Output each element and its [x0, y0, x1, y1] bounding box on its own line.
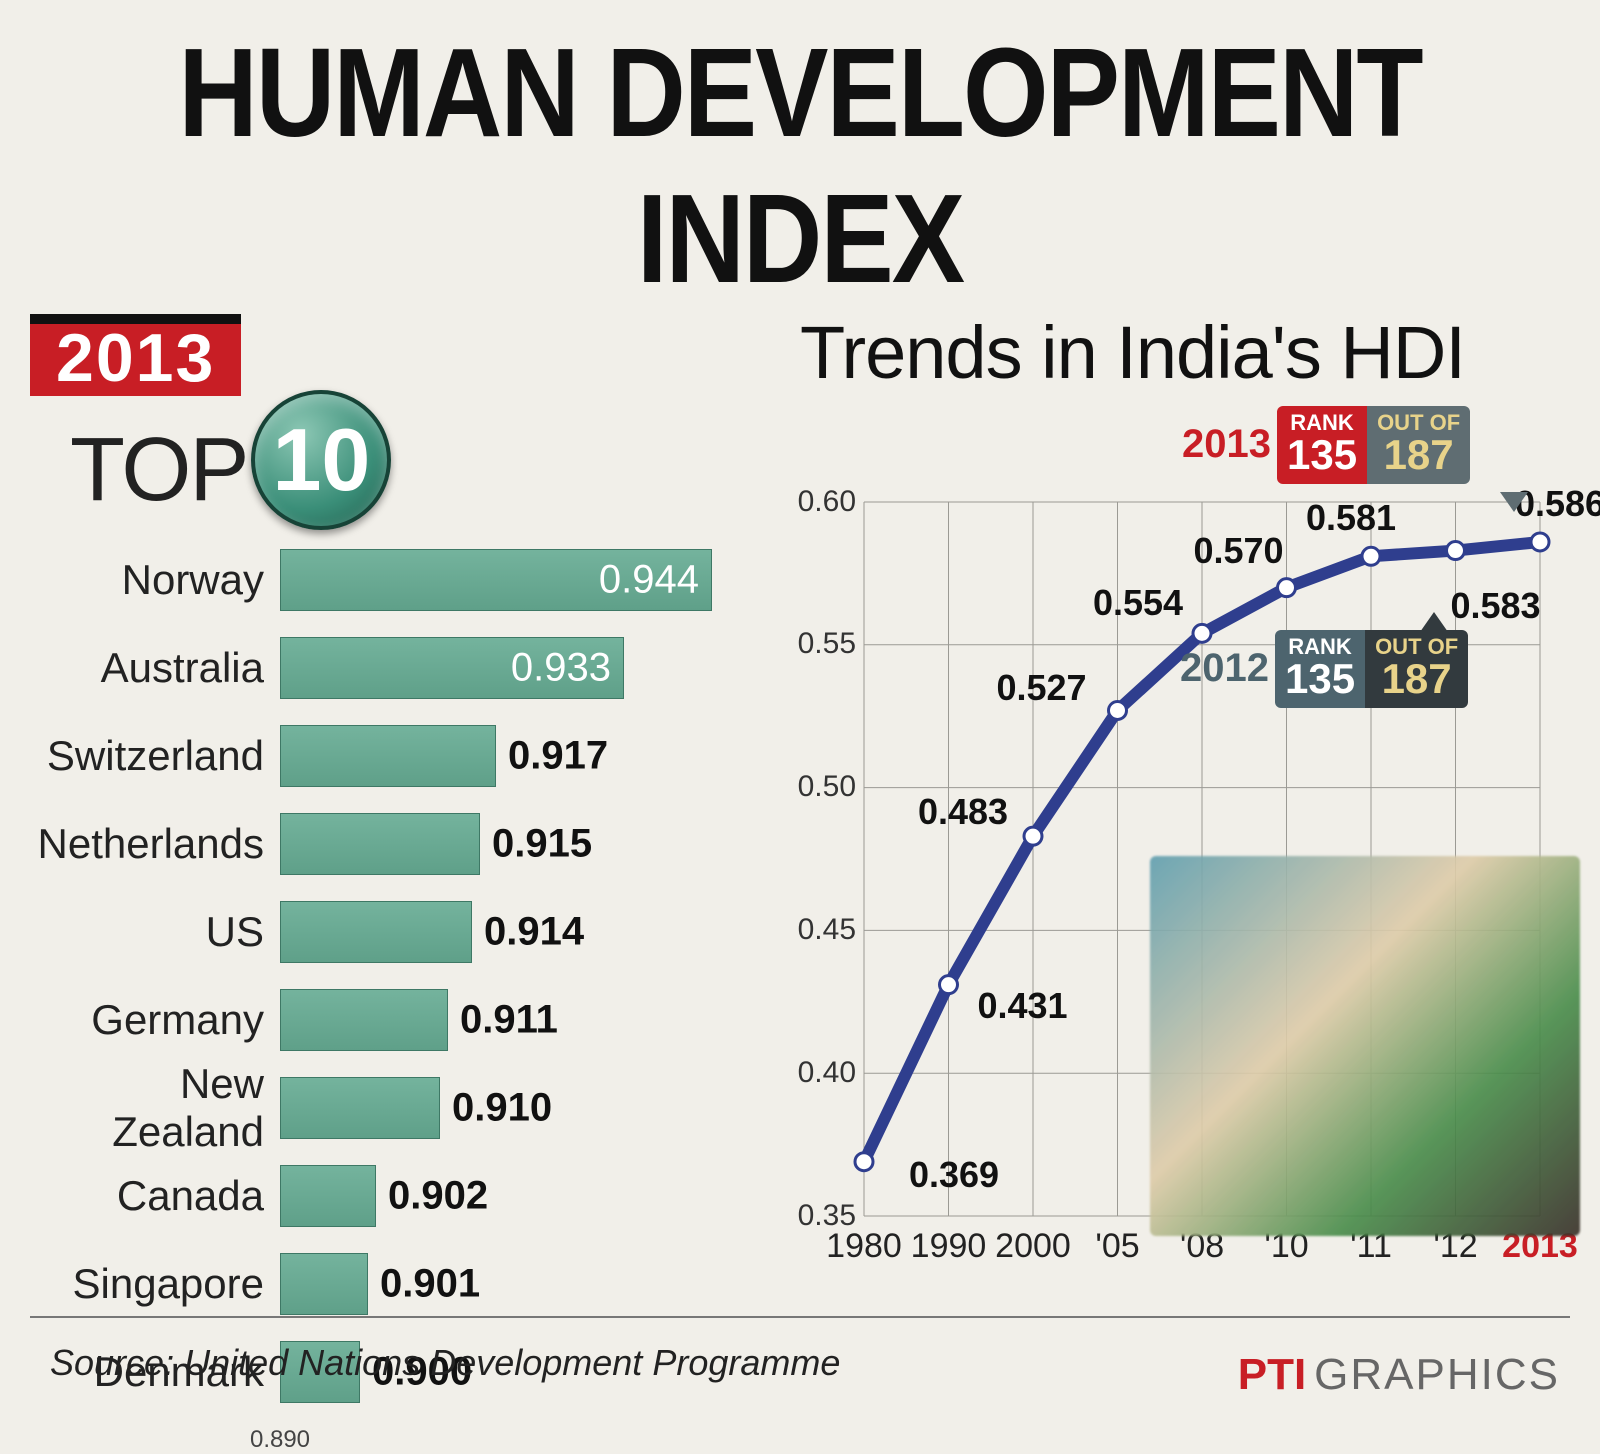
rank-cell-left: RANK135: [1275, 630, 1365, 708]
bar-row: Singapore 0.901: [30, 1240, 770, 1328]
rank-cell-right: OUT OF187: [1365, 630, 1468, 708]
bar-label: Netherlands: [30, 820, 280, 868]
line-chart: 0.350.400.450.500.550.60198019902000'05'…: [800, 402, 1560, 1262]
line-point-label: 0.431: [977, 985, 1067, 1027]
bar-row: New Zealand0.910: [30, 1064, 770, 1152]
line-xtick: '05: [1095, 1227, 1139, 1266]
rank-arrow-icon: [1500, 492, 1528, 512]
bar-track: 0.910: [280, 1077, 770, 1139]
line-ytick: 0.40: [792, 1056, 856, 1090]
main-title: HUMAN DEVELOPMENT INDEX: [30, 20, 1570, 312]
bar-label: US: [30, 908, 280, 956]
bar-label: New Zealand: [30, 1060, 280, 1156]
line-point-label: 0.483: [918, 791, 1008, 833]
line-point-label: 0.583: [1450, 585, 1540, 627]
bar-value: 0.911: [460, 998, 558, 1043]
bar-label: Switzerland: [30, 732, 280, 780]
bar-track: 0.944: [280, 549, 770, 611]
top10-circle: 10: [251, 390, 391, 530]
bar-label: Norway: [30, 556, 280, 604]
bar-axis-tick: 0.890: [250, 1426, 310, 1454]
right-column: Trends in India's HDI 0.350.400.450.500.…: [800, 314, 1570, 1418]
bar-fill: [280, 901, 472, 963]
bar-value: 0.915: [492, 822, 592, 867]
bar-label: Germany: [30, 996, 280, 1044]
rank-year: 2012: [1180, 646, 1269, 691]
line-xtick: 2000: [995, 1227, 1071, 1266]
bar-fill: [280, 1165, 376, 1227]
bar-fill: 0.944: [280, 549, 712, 611]
rank-box: RANK135OUT OF187: [1275, 630, 1468, 708]
rank-year: 2013: [1182, 422, 1271, 467]
bar-value: 0.901: [380, 1262, 480, 1307]
footer-rule: [30, 1316, 1570, 1318]
line-ytick: 0.60: [792, 485, 856, 519]
credit-word: GRAPHICS: [1314, 1350, 1560, 1399]
bar-track: 0.902: [280, 1165, 770, 1227]
line-point-label: 0.527: [996, 667, 1086, 709]
bar-value: 0.917: [508, 734, 608, 779]
line-ytick: 0.50: [792, 770, 856, 804]
top10-heading: TOP 10: [70, 402, 770, 522]
bar-value: 0.902: [388, 1174, 488, 1219]
bar-value: 0.933: [511, 646, 611, 691]
bar-label: Singapore: [30, 1260, 280, 1308]
source-text: Source: United Nations Development Progr…: [50, 1342, 840, 1384]
bar-fill: [280, 1077, 440, 1139]
bar-row: Germany 0.911: [30, 976, 770, 1064]
credit-brand: PTI: [1238, 1350, 1306, 1399]
bar-fill: 0.933: [280, 637, 624, 699]
line-ytick: 0.45: [792, 913, 856, 947]
bar-track: 0.914: [280, 901, 770, 963]
line-xtick: 1990: [911, 1227, 987, 1266]
bar-value: 0.944: [599, 558, 699, 603]
bar-chart: Norway 0.944 Australia 0.933 Switzerland 0.91…: [30, 536, 770, 1418]
rank-cell-right: OUT OF187: [1367, 406, 1470, 484]
photo-placeholder: [1150, 856, 1580, 1236]
bar-fill: [280, 725, 496, 787]
bar-track: 0.933: [280, 637, 770, 699]
bar-label: Canada: [30, 1172, 280, 1220]
bar-row: Switzerland 0.917: [30, 712, 770, 800]
line-point-label: 0.570: [1193, 530, 1283, 572]
bar-fill: [280, 989, 448, 1051]
line-chart-title: Trends in India's HDI: [800, 314, 1570, 392]
bar-track: 0.901: [280, 1253, 770, 1315]
year-badge: 2013: [30, 314, 241, 396]
rank-box: RANK135OUT OF187: [1277, 406, 1470, 484]
bar-row: Norway 0.944: [30, 536, 770, 624]
bar-value: 0.910: [452, 1086, 552, 1131]
rank-2013: 2013RANK135OUT OF187: [1182, 406, 1470, 484]
line-point-label: 0.581: [1306, 497, 1396, 539]
bar-value: 0.914: [484, 910, 584, 955]
credit: PTIGRAPHICS: [1238, 1350, 1560, 1400]
line-ytick: 0.55: [792, 627, 856, 661]
left-column: 2013 TOP 10 Norway 0.944 Australia 0.933 Swi…: [30, 314, 770, 1418]
line-point-label: 0.369: [909, 1154, 999, 1196]
bar-track: 0.915: [280, 813, 770, 875]
line-xtick: 1980: [826, 1227, 902, 1266]
bar-fill: [280, 813, 480, 875]
bar-row: Netherlands 0.915: [30, 800, 770, 888]
bar-fill: [280, 1253, 368, 1315]
bar-track: 0.911: [280, 989, 770, 1051]
bar-label: Australia: [30, 644, 280, 692]
bar-track: 0.917: [280, 725, 770, 787]
rank-arrow-icon: [1420, 612, 1448, 632]
top10-word: TOP: [70, 419, 247, 522]
bar-row: Australia 0.933: [30, 624, 770, 712]
rank-cell-left: RANK135: [1277, 406, 1367, 484]
bar-row: Canada 0.902: [30, 1152, 770, 1240]
line-point-label: 0.554: [1093, 582, 1183, 624]
rank-2012: 2012RANK135OUT OF187: [1180, 630, 1468, 708]
bar-row: US 0.914: [30, 888, 770, 976]
